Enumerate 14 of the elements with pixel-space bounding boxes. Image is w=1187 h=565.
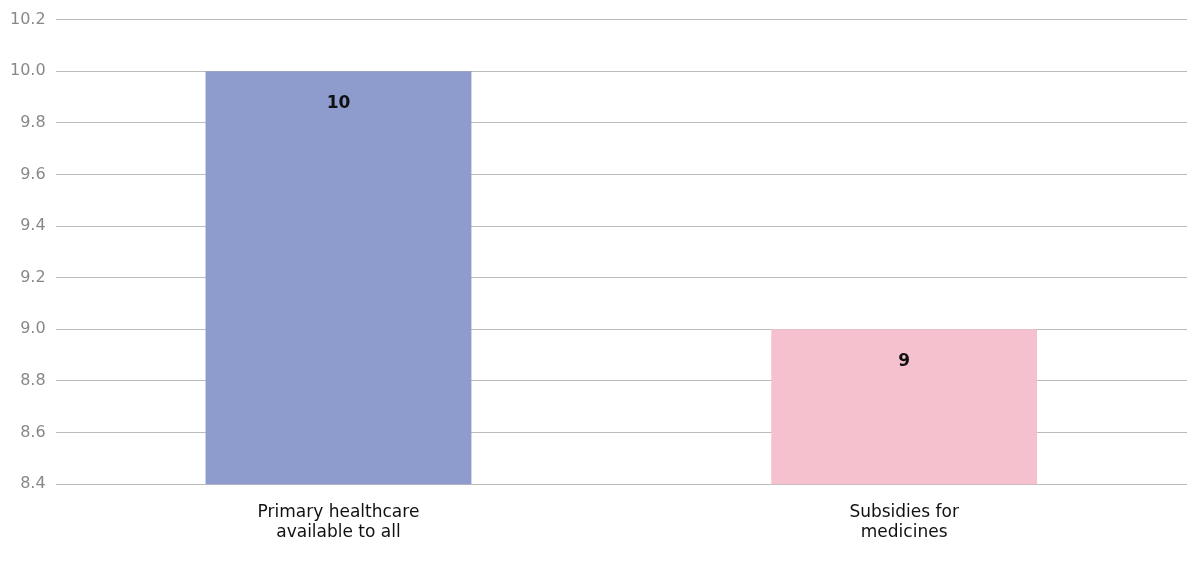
x-tick-label: Primary healthcare available to all xyxy=(257,500,420,542)
y-tick-label: 8.4 xyxy=(20,473,46,493)
y-tick-label: 9.6 xyxy=(20,163,46,183)
y-tick-label: 10.0 xyxy=(10,60,46,80)
y-tick-label: 9.8 xyxy=(20,112,46,131)
data-label: 9 xyxy=(898,350,911,371)
y-tick-label: 9.2 xyxy=(20,266,46,286)
y-tick-label: 8.8 xyxy=(20,370,46,390)
y-tick-label: 10.2 xyxy=(10,8,46,28)
y-tick-label: 9.0 xyxy=(20,318,46,338)
y-tick-label: 9.4 xyxy=(20,215,46,235)
x-tick-label: Subsidies for medicines xyxy=(849,500,959,542)
y-tick-label: 8.6 xyxy=(20,421,46,441)
data-label: 10 xyxy=(326,92,351,113)
